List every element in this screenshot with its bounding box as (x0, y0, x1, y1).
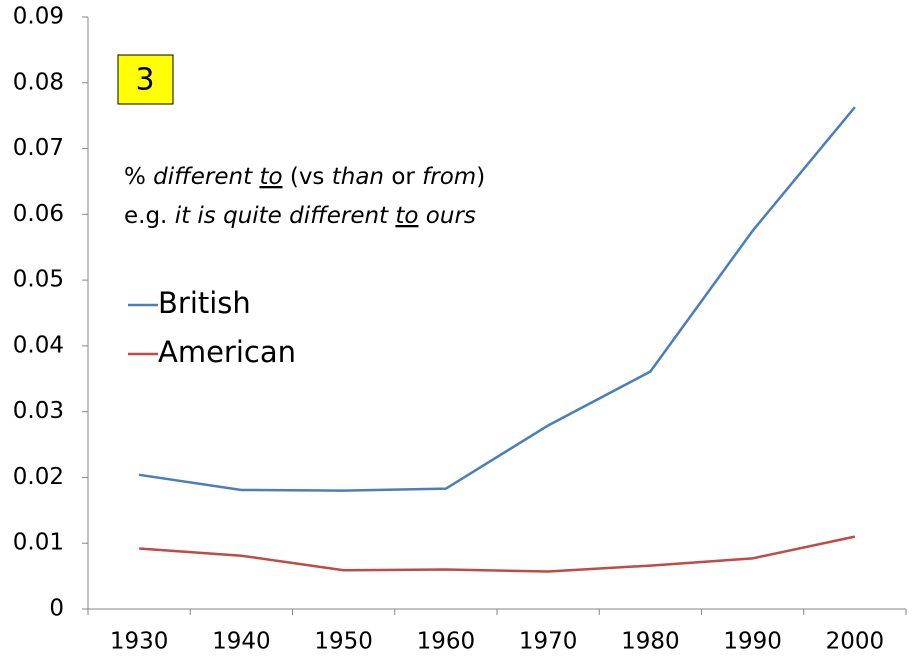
x-tick-label: 1930 (110, 629, 169, 655)
annotation-text: from (422, 164, 476, 190)
legend-label: American (158, 335, 296, 369)
badge-box (117, 54, 174, 105)
series-line (138, 106, 856, 492)
x-tick-label: 1970 (519, 629, 578, 655)
annotation-text: ) (476, 164, 485, 190)
annotation-text: e.g. (124, 203, 175, 229)
y-tick-label: 0.03 (13, 398, 64, 424)
annotation-text: ours (418, 203, 475, 229)
annotation-line: % different to (vs than or from) (124, 164, 485, 190)
series-line (139, 535, 856, 573)
legend-label: British (158, 286, 251, 320)
y-tick-label: 0 (49, 596, 64, 622)
annotation-text: different (153, 164, 259, 190)
y-tick-label: 0.02 (13, 464, 64, 490)
x-tick-label: 1990 (723, 629, 782, 655)
badge: 3 (135, 63, 154, 98)
annotation-text: than (332, 164, 384, 190)
y-tick-label: 0.07 (13, 135, 64, 161)
annotation-line: e.g. it is quite different to ours (124, 203, 476, 229)
y-tick-label: 0.09 (13, 4, 64, 30)
annotation-text: (vs (283, 164, 332, 190)
annotation-text: % (124, 164, 153, 190)
annotation-text: it is quite different (175, 203, 396, 229)
annotation-text: to (259, 164, 282, 190)
x-tick-label: 1960 (417, 629, 476, 655)
y-tick-label: 0.04 (13, 332, 64, 358)
x-tick-label: 1950 (314, 629, 373, 655)
y-tick-label: 0.08 (13, 69, 64, 95)
x-tick-label: 1940 (212, 629, 271, 655)
annotation-text: to (395, 203, 418, 229)
x-tick-label: 2000 (826, 629, 885, 655)
annotation-text: or (384, 164, 422, 190)
y-tick-label: 0.01 (13, 530, 64, 556)
y-tick-label: 0.05 (13, 267, 64, 293)
y-tick-label: 0.06 (13, 201, 64, 227)
x-tick-label: 1980 (621, 629, 680, 655)
